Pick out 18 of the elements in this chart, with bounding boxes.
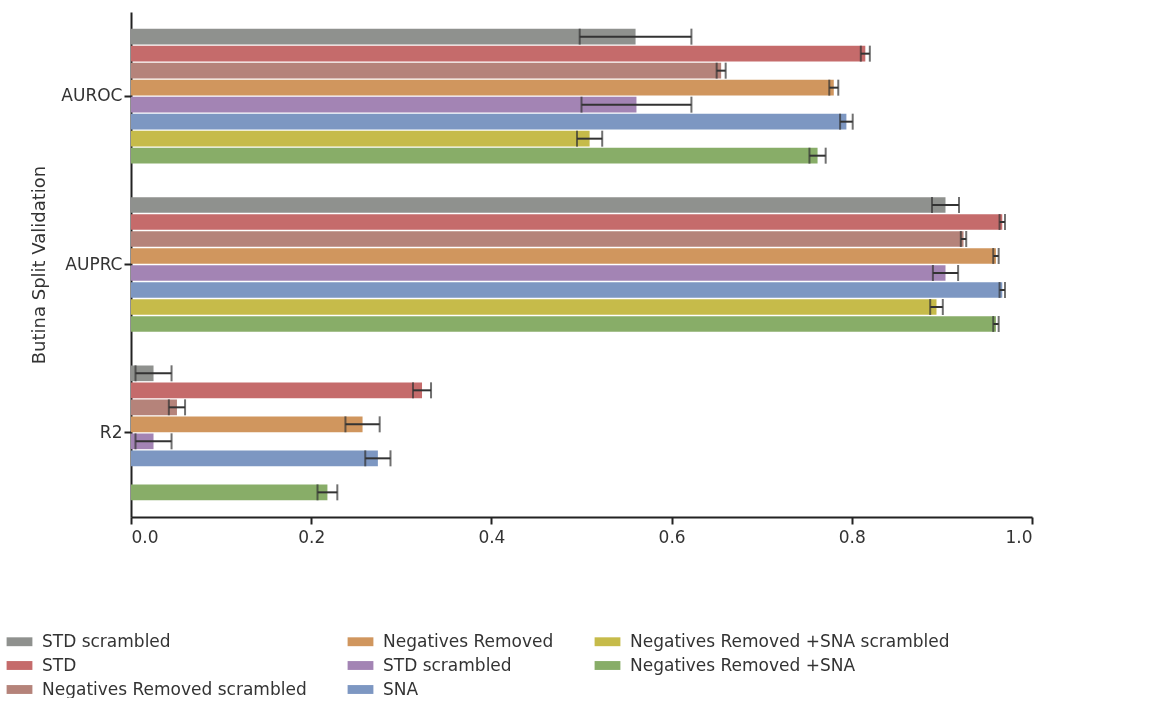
legend-label: Negatives Removed +SNA scrambled xyxy=(630,630,950,651)
legend-label: Negatives Removed +SNA xyxy=(630,654,856,675)
legend-label: Negatives Removed scrambled xyxy=(42,678,307,699)
legend-label: STD xyxy=(42,654,77,675)
legend-label: STD scrambled xyxy=(383,654,512,675)
x-tick-label: 0.4 xyxy=(478,526,506,547)
x-tick-label: 0.6 xyxy=(658,526,686,547)
legend-label: STD scrambled xyxy=(42,630,171,651)
x-tick-label: 0.8 xyxy=(838,526,866,547)
x-tick-label: 0.0 xyxy=(131,526,159,547)
y-tick-label: R2 xyxy=(99,421,123,442)
legend-label: Negatives Removed xyxy=(383,630,554,651)
legend-label: SNA xyxy=(383,678,419,699)
x-tick-label: 0.2 xyxy=(298,526,326,547)
y-tick-label: AUPRC xyxy=(65,253,123,274)
y-axis-title: Butina Split Validation xyxy=(28,165,50,365)
y-tick-label: AUROC xyxy=(61,85,123,106)
x-tick-label: 1.0 xyxy=(1005,526,1033,547)
